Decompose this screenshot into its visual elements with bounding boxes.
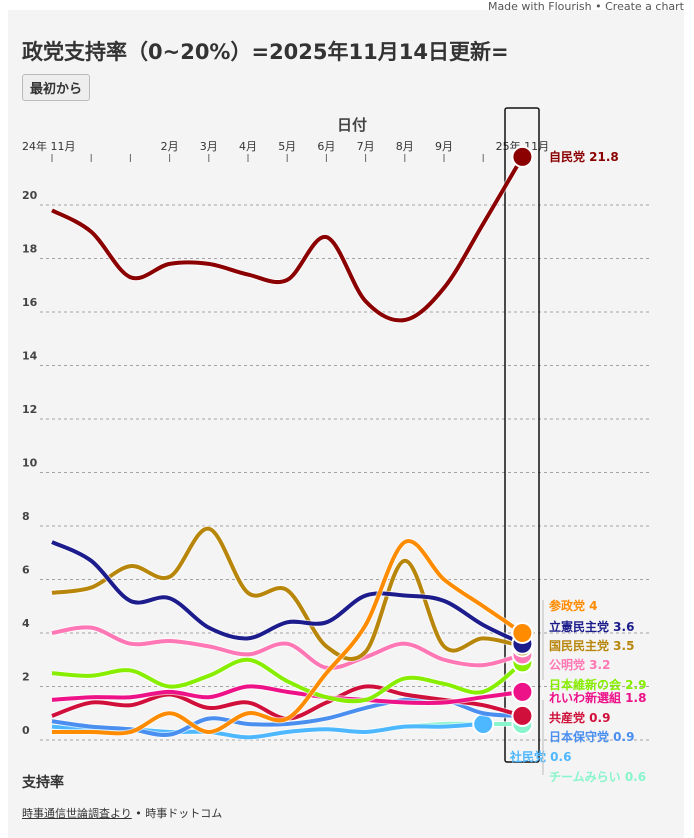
- y-tick-label: 8: [22, 510, 30, 523]
- series-line-公明党: [51, 625, 523, 671]
- series-label: 参政党 4: [549, 598, 598, 613]
- y-tick-label: 16: [22, 296, 38, 309]
- x-tick-label: 3月: [200, 140, 218, 153]
- y-tick-label: 18: [22, 243, 37, 256]
- y-tick-label: 12: [22, 403, 37, 416]
- series-line-自民党: [51, 155, 525, 323]
- reset-button[interactable]: 最初から: [22, 74, 91, 101]
- series-label: 国民民主党 3.5: [549, 638, 634, 653]
- y-tick-label: 14: [22, 350, 38, 363]
- series-line-halo: [50, 155, 525, 324]
- series-end-dot: [511, 145, 534, 168]
- series-label: 社民党 0.6: [509, 749, 571, 764]
- separator: •: [131, 807, 146, 820]
- series-label: れいわ新選組 1.8: [549, 690, 646, 705]
- publisher: 時事ドットコム: [145, 807, 223, 820]
- source-note: 時事通信世論調査より • 時事ドットコム: [22, 805, 222, 821]
- y-tick-label: 6: [22, 564, 30, 577]
- x-tick-label: 7月: [357, 140, 375, 153]
- series-line-国民民主党: [51, 526, 523, 661]
- series-label: 日本維新の会 2.9: [549, 677, 646, 692]
- series-label: 日本保守党 0.9: [549, 729, 634, 744]
- x-tick-label: 8月: [396, 140, 414, 153]
- y-tick-label: 2: [22, 671, 30, 684]
- series-line-参政党: [52, 539, 524, 736]
- y-tick-label: 20: [22, 189, 38, 202]
- y-tick-label: 0: [22, 724, 30, 737]
- series-end-dot: [511, 622, 534, 644]
- series-label: チームみらい 0.6: [549, 770, 646, 784]
- y-axis-label: 支持率: [22, 775, 64, 791]
- series-line-日本維新の会: [51, 657, 524, 704]
- x-tick-label: 5月: [278, 140, 296, 153]
- y-tick-label: 4: [22, 617, 30, 630]
- series-end-dot: [511, 680, 534, 703]
- x-tick-label: 4月: [239, 140, 257, 153]
- series-line-立憲民主党: [51, 540, 524, 646]
- series-end-dot: [511, 704, 534, 727]
- y-tick-label: 10: [22, 457, 38, 470]
- source-link[interactable]: 時事通信世論調査より: [22, 807, 132, 820]
- series-line-れいわ新選組: [51, 684, 523, 706]
- series-label: 立憲民主党 3.6: [549, 619, 634, 634]
- series-label: 公明党 3.2: [549, 657, 610, 672]
- x-tick-label: 6月: [317, 140, 335, 153]
- x-tick-label: 9月: [435, 140, 453, 153]
- x-axis-label: 日付: [337, 116, 367, 134]
- series-label: 自民党 21.8: [549, 149, 619, 164]
- x-tick-label: 24年 11月: [22, 139, 76, 153]
- series-label: 共産党 0.9: [549, 710, 610, 725]
- current-date-highlight: [504, 107, 540, 763]
- page-title: 政党支持率（0~20%）=2025年11月14日更新=: [22, 40, 509, 64]
- x-tick-label: 2月: [161, 140, 179, 153]
- flourish-credit[interactable]: Made with Flourish • Create a chart: [487, 0, 684, 13]
